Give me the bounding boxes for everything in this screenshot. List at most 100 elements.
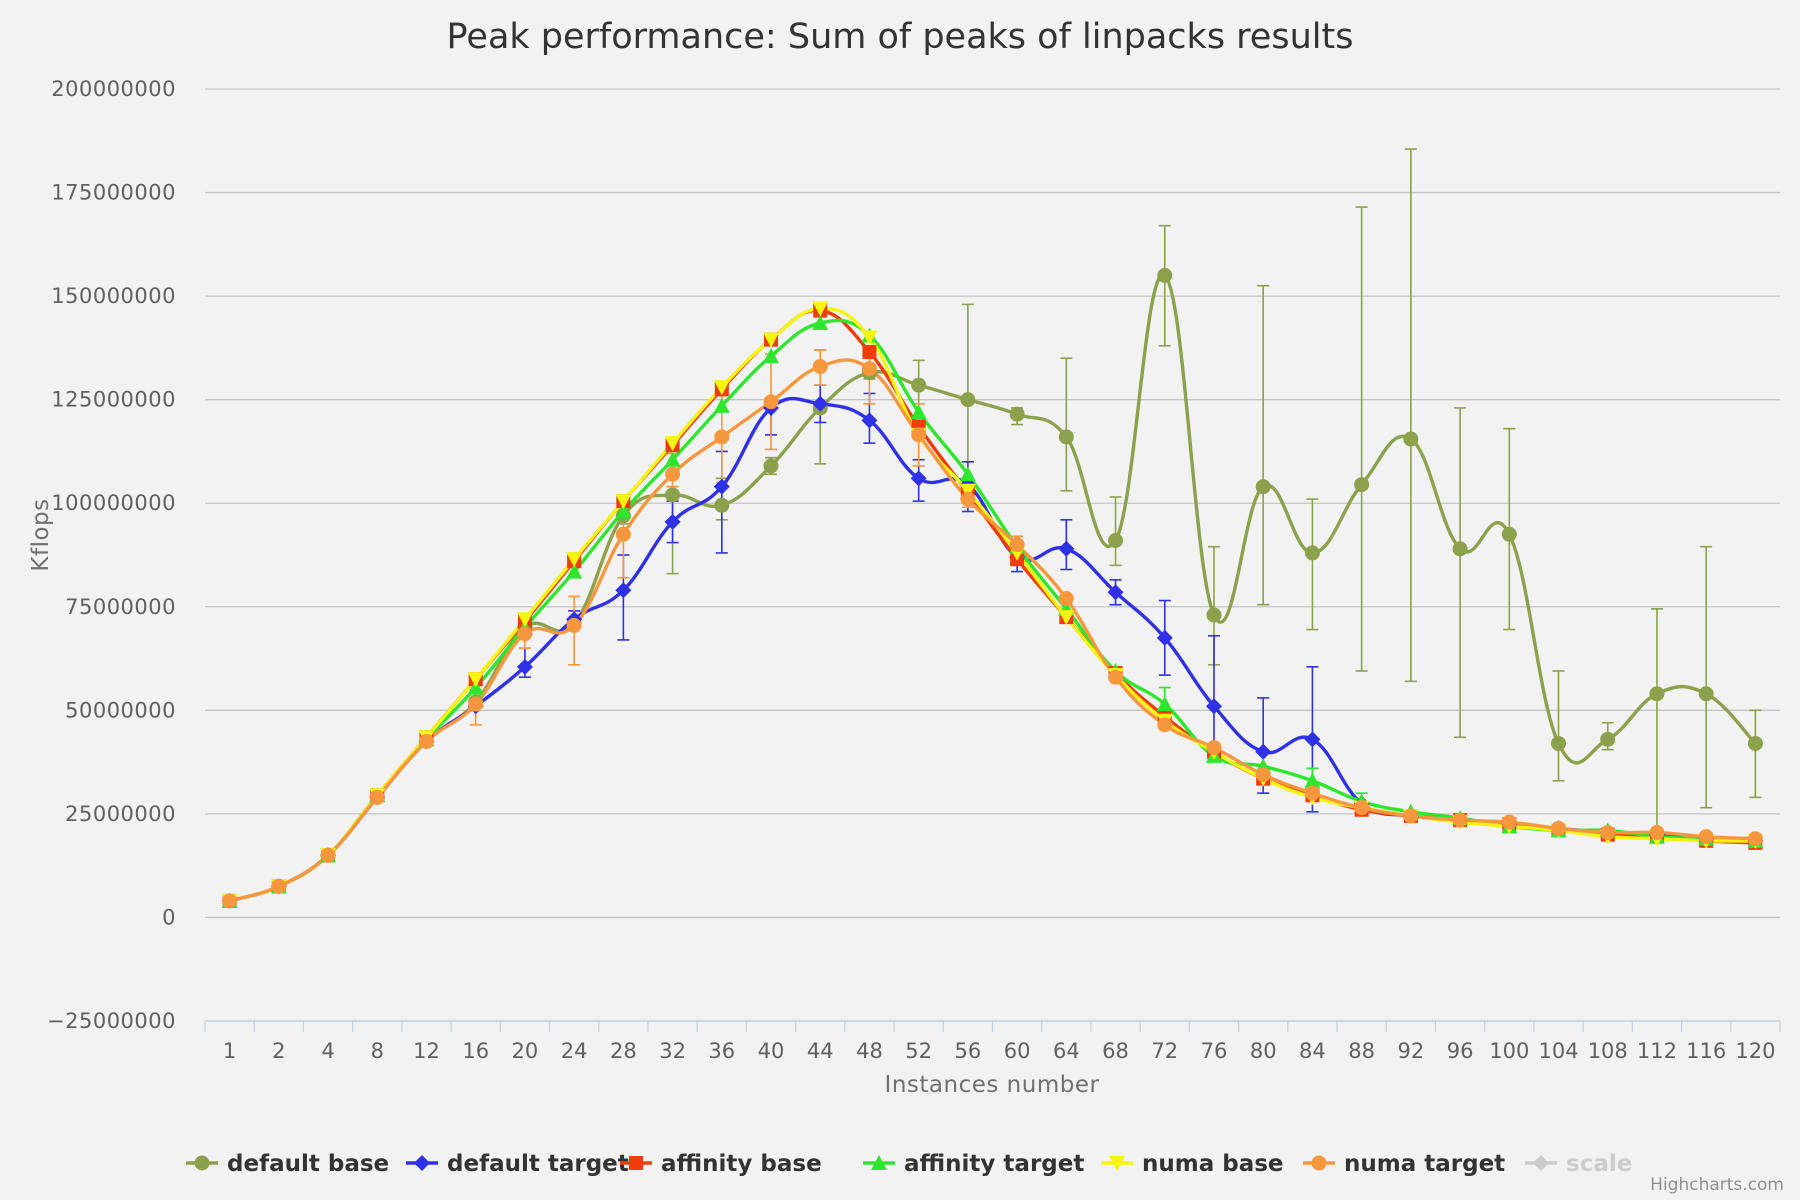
default-target-point [1058,540,1075,557]
affinity-target-point [812,315,829,331]
numa-target-point [320,847,336,863]
affinity-target-point [664,451,681,467]
affinity-target-point [615,503,632,519]
numa-target-point [1354,800,1370,816]
y-tick-label: 75000000 [65,595,176,619]
numa-target-point [911,427,927,443]
numa-target-point [714,429,730,445]
legend-item-default-target[interactable]: default target [406,1151,629,1177]
x-axis: 1 2 4 8 12 16 20 24 28 32 36 40 44 48 52 56 60 64 68 72 76 80… [204,1020,1781,1063]
numa-target-point [1747,831,1763,847]
numa-target-point [468,696,484,712]
affinity-target-point [910,404,927,420]
default-target-point [1304,731,1321,748]
x-tick-label: 16 [462,1039,489,1063]
default-target-point [516,658,533,675]
default-target-point [1107,584,1124,601]
numa-base-point [664,436,681,452]
legend-symbol [1533,1155,1549,1171]
numa-target-point [1452,812,1468,828]
affinity-target-point [763,348,780,364]
legend-label: scale [1566,1151,1632,1177]
numa-target-point [566,617,582,633]
x-tick-label: 108 [1588,1039,1628,1063]
x-tick-label: 68 [1102,1039,1129,1063]
y-axis-ticks: 200000000 175000000 150000000 125000000 1000… [47,77,176,1033]
default-base-point [1058,429,1074,445]
numa-target-point [960,491,976,507]
default-base-point [1255,479,1271,495]
y-tick-label: 150000000 [51,284,176,308]
numa-base-point [861,330,878,346]
numa-target-point [1600,825,1616,841]
credits-link[interactable]: Highcharts.com [1650,1175,1784,1195]
numa-target-point [1501,814,1517,830]
numa-target-point [1403,808,1419,824]
numa-target-point [1304,785,1320,801]
default-target-point [1205,698,1222,715]
numa-base-point [959,483,976,499]
numa-base-point [516,612,533,628]
x-tick-label: 60 [1004,1039,1031,1063]
numa-base-point [467,672,484,688]
numa-target-point [1058,590,1074,606]
default-target-point [664,513,681,530]
numa-base-point [713,380,730,396]
x-tick-label: 28 [610,1039,637,1063]
numa-target-point [1698,829,1714,845]
x-tick-label: 56 [955,1039,982,1063]
affinity-target-point [566,563,583,579]
x-tick-label: 100 [1489,1039,1529,1063]
numa-target-point [369,789,385,805]
numa-base-point [812,301,829,317]
numa-target-point [271,878,287,894]
x-tick-label: 32 [659,1039,686,1063]
default-target-point [910,470,927,487]
affinity-target-point [1156,696,1173,712]
default-target-point [812,395,829,412]
default-target-point [1156,629,1173,646]
legend-item-scale[interactable]: scale [1525,1151,1632,1177]
numa-target-point [861,361,877,377]
x-tick-label: 112 [1637,1039,1677,1063]
x-tick-label: 48 [856,1039,883,1063]
default-base-point [1108,533,1124,549]
legend-symbol [194,1155,210,1171]
numa-target-point [517,626,533,642]
legend-item-numa-base[interactable]: numa base [1101,1151,1284,1177]
numa-target-point [1157,717,1173,733]
default-base-point [1354,477,1370,493]
legend-item-numa-target[interactable]: numa target [1303,1151,1505,1177]
x-tick-label: 80 [1250,1039,1277,1063]
y-tick-label: 125000000 [51,388,176,412]
x-tick-label: 36 [708,1039,735,1063]
default-target-point [713,478,730,495]
x-tick-label: 92 [1397,1039,1424,1063]
numa-target-point [418,733,434,749]
x-tick-label: 2 [272,1039,285,1063]
legend: default base default target affinity base a… [186,1151,1632,1177]
legend-item-affinity-base[interactable]: affinity base [620,1151,822,1177]
legend-label: affinity base [661,1151,822,1177]
x-tick-label: 12 [413,1039,440,1063]
legend-symbol [1109,1156,1125,1171]
x-tick-label: 44 [807,1039,834,1063]
numa-target-point [665,466,681,482]
default-base-point [1157,267,1173,283]
numa-target-point [222,893,238,909]
x-tick-label: 104 [1538,1039,1578,1063]
legend-item-default-base[interactable]: default base [186,1151,389,1177]
legend-symbol [414,1155,430,1171]
legend-item-affinity-target[interactable]: affinity target [863,1151,1084,1177]
default-target-point [615,582,632,599]
x-tick-label: 1 [223,1039,236,1063]
x-tick-label: 84 [1299,1039,1326,1063]
x-tick-label: 64 [1053,1039,1080,1063]
affinity-target-point [959,466,976,482]
y-axis-title: Kflops [28,498,54,571]
x-tick-label: 96 [1447,1039,1474,1063]
y-tick-label: 200000000 [51,77,176,101]
default-base-point [1600,731,1616,747]
numa-base-point [566,552,583,568]
legend-label: numa base [1142,1151,1284,1177]
